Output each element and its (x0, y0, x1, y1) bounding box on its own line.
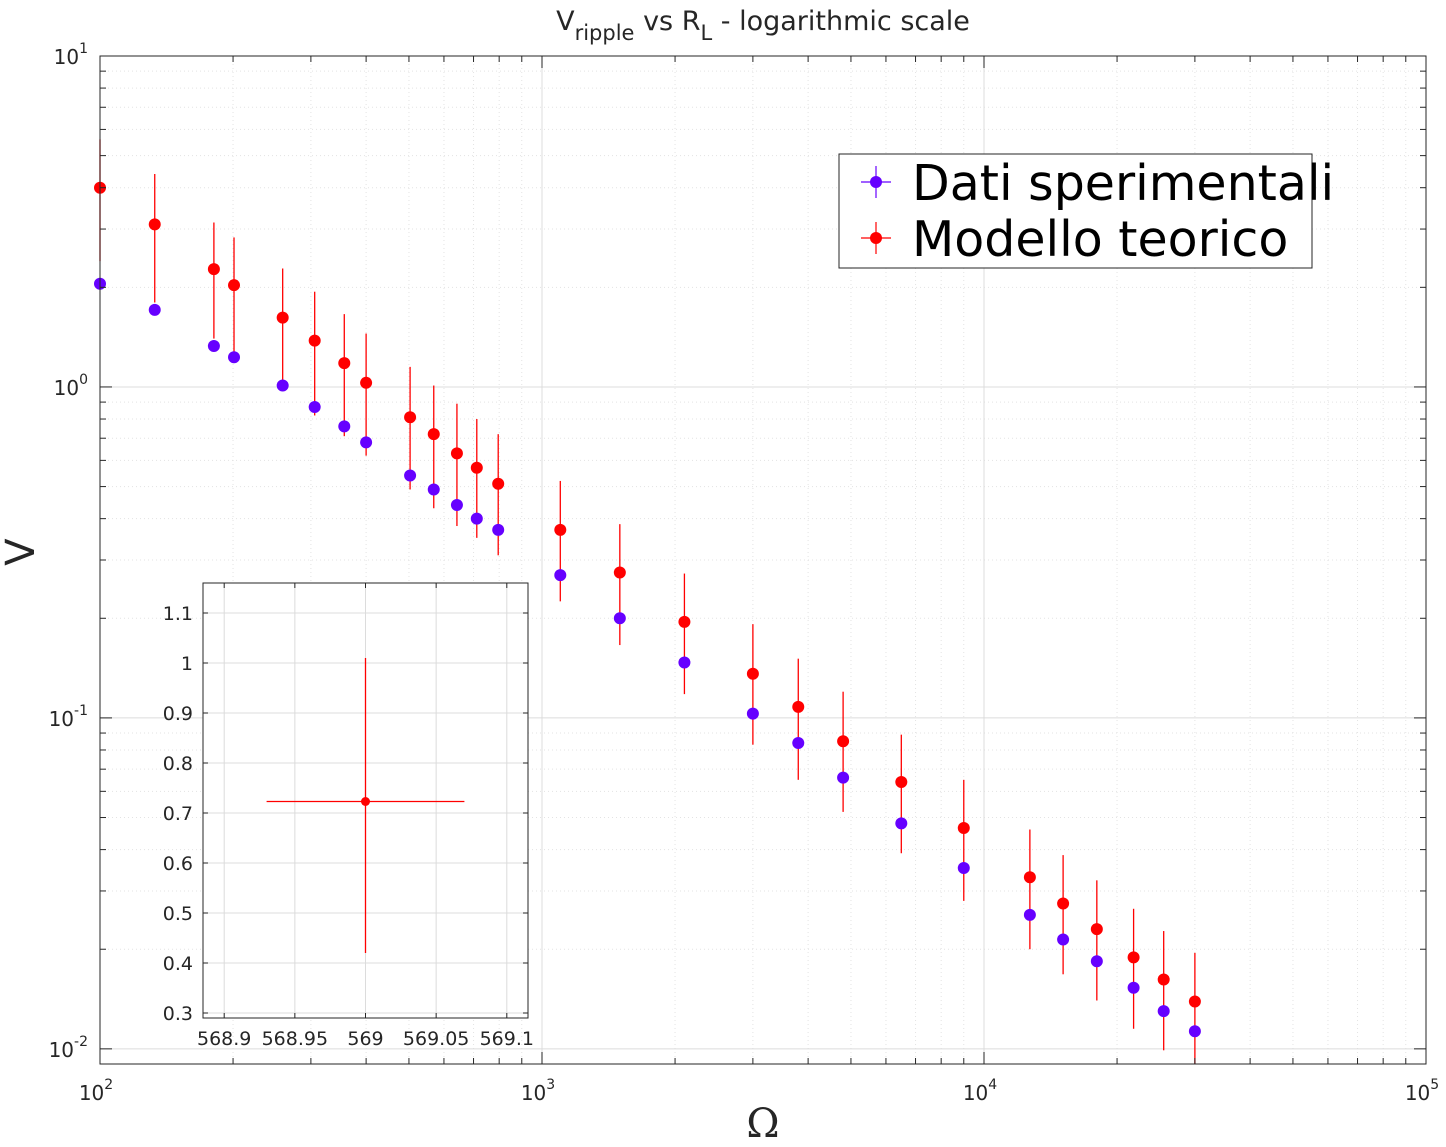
data-point-dati (1127, 981, 1140, 994)
tick-labels: 102 103 104 105 10-2 10-1 100 101 (49, 41, 1440, 1105)
data-point-modello (1157, 973, 1170, 986)
data-point-modello (492, 477, 505, 490)
data-point-dati (470, 512, 483, 525)
data-point-dati (895, 817, 908, 830)
legend-marker-modello (861, 222, 891, 254)
data-point-modello (427, 428, 440, 441)
data-point-dati (1057, 933, 1070, 946)
inset-tick-labels: 568.9 568.95 569 569.05 569.1 0.3 0.4 0.5 0.6 0.7… (163, 603, 534, 1050)
x-tick-label: 104 (963, 1077, 997, 1105)
tick-marks (99, 55, 1427, 1065)
data-point-dati (1023, 908, 1036, 921)
x-tick-label: 102 (79, 1077, 113, 1105)
y-tick-label: 101 (54, 41, 88, 69)
x-tick-label: 105 (1405, 1077, 1439, 1105)
inset-x-tick-label: 569.1 (480, 1028, 534, 1050)
data-point-modello (360, 376, 373, 389)
inset-y-tick-label: 0.5 (163, 903, 193, 925)
data-point-dati (613, 612, 626, 625)
data-point-modello (1127, 951, 1140, 964)
data-point-modello (1023, 871, 1036, 884)
inset-plot: 568.9 568.95 569 569.05 569.1 0.3 0.4 0.5 0.6 0.7… (163, 582, 534, 1050)
data-point-modello (148, 218, 161, 231)
inset-y-tick-label: 0.4 (163, 953, 193, 975)
y-tick-label: 10-2 (49, 1034, 88, 1062)
data-point-dati (148, 303, 161, 316)
title-tail: - logarithmic scale (712, 6, 970, 37)
inset-y-tick-label: 1.1 (163, 603, 193, 625)
inset-y-tick-label: 0.3 (163, 1003, 193, 1025)
inset-data (266, 658, 465, 953)
x-axis-label: Ω (746, 1101, 779, 1143)
data-point-dati (792, 736, 805, 749)
data-point-modello (837, 735, 850, 748)
data-point-dati (360, 436, 373, 449)
data-point-dati (207, 339, 220, 352)
data-point-modello (895, 776, 908, 789)
legend-label-dati: Dati sperimentali (912, 155, 1334, 212)
title-sub-l: L (700, 21, 712, 45)
data-point-modello (470, 461, 483, 474)
data-point-dati (746, 707, 759, 720)
title-sub-ripple: ripple (575, 21, 635, 45)
data-point-dati (554, 569, 567, 582)
legend-marker-dati (861, 166, 891, 198)
chart-title: Vripple vs RL - logarithmic scale (556, 6, 970, 45)
data-point-dati (1090, 955, 1103, 968)
y-axis-label: V (0, 538, 44, 566)
data-point-dati (450, 498, 463, 511)
inset-x-tick-label: 568.95 (262, 1028, 328, 1050)
legend-label-modello: Modello teorico (912, 211, 1288, 268)
data-point-dati (308, 400, 321, 413)
title-mid: vs R (634, 6, 700, 37)
data-point-dati (957, 861, 970, 874)
data-point-modello (404, 411, 417, 424)
data-point-dati (276, 379, 289, 392)
data-point-modello (792, 700, 805, 713)
inset-data-point (361, 797, 370, 806)
data-point-modello (228, 279, 241, 292)
data-point-modello (338, 357, 351, 370)
inset-x-tick-label: 569 (347, 1028, 383, 1050)
inset-y-tick-label: 0.7 (163, 803, 193, 825)
data-point-dati (427, 483, 440, 496)
data-point-dati (1157, 1005, 1170, 1018)
data-point-dati (404, 469, 417, 482)
data-point-dati (837, 771, 850, 784)
inset-x-tick-label: 569.05 (403, 1028, 469, 1050)
data-point-modello (678, 615, 691, 628)
data-point-dati (228, 351, 241, 364)
title-main: V (556, 6, 575, 37)
data-point-modello (450, 447, 463, 460)
data-point-modello (1090, 923, 1103, 936)
inset-y-tick-label: 0.8 (163, 753, 193, 775)
inset-y-tick-label: 1 (181, 653, 193, 675)
data-point-modello (746, 667, 759, 680)
legend: Dati sperimentali Modello teorico (838, 153, 1334, 269)
data-point-dati (338, 420, 351, 433)
data-point-modello (957, 821, 970, 834)
data-point-dati (492, 523, 505, 536)
data-point-dati (678, 656, 691, 669)
y-tick-label: 10-1 (49, 703, 88, 731)
inset-x-tick-label: 568.9 (197, 1028, 251, 1050)
inset-y-tick-label: 0.6 (163, 853, 193, 875)
data-point-modello (1057, 897, 1070, 910)
data-point-modello (613, 566, 626, 579)
error-bars (99, 139, 1196, 1064)
y-tick-label: 100 (54, 372, 88, 400)
legend-box (838, 153, 1313, 269)
inset-y-tick-label: 0.9 (163, 703, 193, 725)
data-points (94, 181, 1201, 1038)
data-point-modello (1188, 995, 1201, 1008)
data-point-modello (276, 311, 289, 324)
inset-tick-marks (203, 583, 528, 1018)
data-point-modello (207, 263, 220, 276)
x-tick-label: 103 (521, 1077, 555, 1105)
data-point-modello (308, 334, 321, 347)
data-point-dati (1188, 1025, 1201, 1038)
data-point-modello (554, 523, 567, 536)
